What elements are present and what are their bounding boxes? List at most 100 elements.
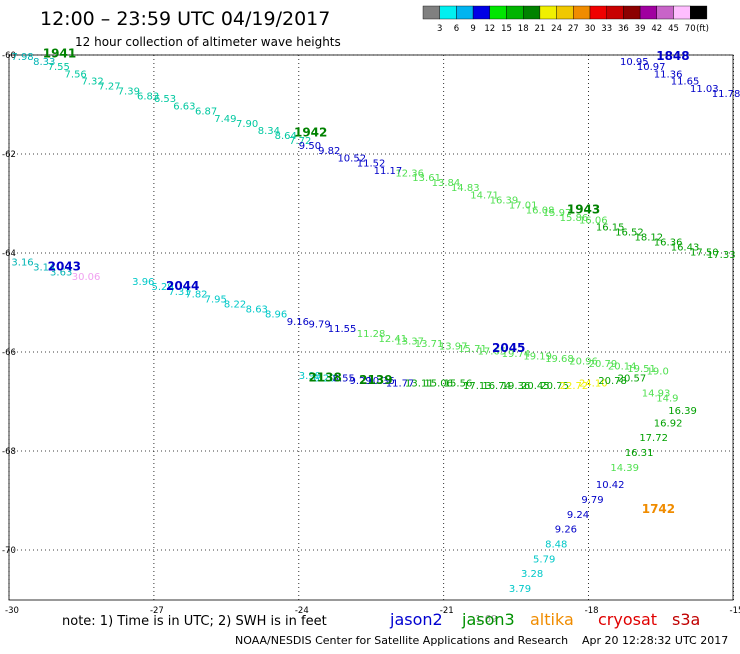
colorbar-swatch: [422, 5, 440, 20]
wave-height-label: 6.20: [313, 374, 335, 385]
wave-height-label: 11.55: [328, 324, 357, 335]
wave-height-label: 16.43: [671, 243, 700, 254]
wave-height-label: 7.32: [81, 77, 103, 88]
wave-height-label: 17.72: [639, 433, 668, 444]
wave-height-label: 3.96: [132, 277, 154, 288]
colorbar-label: 45: [668, 24, 679, 34]
wave-height-label: 9.29: [350, 376, 372, 387]
wave-height-label: 16.74: [482, 381, 511, 392]
pass-id-label: 1943: [567, 202, 600, 216]
wave-height-label: 20.75: [540, 381, 569, 392]
chart-subtitle: 12 hour collection of altimeter wave hei…: [75, 35, 341, 49]
wave-height-label: 11.77: [386, 379, 415, 390]
wave-height-label: 16.08: [526, 205, 555, 216]
wave-height-label: 19.36: [502, 381, 531, 392]
wave-height-label: 3.16: [11, 257, 33, 268]
wave-height-label: 20.79: [589, 359, 618, 370]
x-tick-label: -30: [5, 606, 19, 616]
colorbar-label: 6: [454, 24, 459, 34]
wave-height-label: 17.01: [509, 200, 538, 211]
colorbar-swatch: [523, 5, 541, 20]
wave-height-label: 3.63: [50, 267, 72, 278]
wave-height-label: 20.14: [608, 361, 637, 372]
wave-height-label: 7.27: [98, 82, 120, 93]
colorbar-label: 30: [585, 24, 596, 34]
colorbar-label: 27: [568, 24, 579, 34]
colorbar-swatch: [472, 5, 491, 20]
wave-height-label: 16.06: [579, 215, 608, 226]
wave-height-label: 6.83: [137, 92, 159, 103]
wave-height-label: 16.39: [490, 196, 519, 207]
legend-cryosat: cryosat: [598, 610, 657, 629]
wave-height-label: 8.34: [258, 126, 280, 137]
wave-height-label: 15.86: [560, 213, 589, 224]
wave-height-label: 16.52: [615, 228, 644, 239]
wave-height-label: 13.97: [439, 342, 468, 353]
colorbar-swatch: [539, 5, 557, 20]
wave-height-label: 14.83: [451, 183, 480, 194]
wave-height-label: 5.29: [151, 282, 173, 293]
pass-id-label: 2045: [492, 341, 525, 355]
wave-height-label: 13.71: [415, 339, 444, 350]
wave-height-label: 15.06: [424, 379, 453, 390]
wave-height-label: 6.87: [195, 106, 217, 117]
wave-height-label: 11.17: [374, 166, 403, 177]
colorbar-label: 39: [635, 24, 646, 34]
colorbar-swatch: [556, 5, 574, 20]
wave-height-label: 6.63: [173, 101, 195, 112]
wave-height-label: 8.33: [33, 57, 55, 68]
legend-s3a: s3a: [672, 610, 700, 629]
wave-height-label: 7.56: [65, 69, 87, 80]
wave-height-label: 14.9: [656, 394, 678, 405]
pass-id-label: 2139: [359, 373, 392, 387]
wave-height-label: 13.84: [432, 178, 461, 189]
wave-height-label: 12.36: [395, 168, 424, 179]
legend-jason2: jason2: [389, 610, 443, 629]
wave-height-label: 3.28: [521, 569, 543, 580]
colorbar-label: 12: [484, 24, 495, 34]
wave-height-label: 16.31: [625, 448, 654, 459]
wave-height-label: 19.51: [627, 364, 656, 375]
wave-height-label: 9.50: [299, 141, 321, 152]
wave-height-label: 9.79: [581, 495, 603, 506]
wave-height-label: 11.36: [654, 69, 683, 80]
colorbar-label: 42: [651, 24, 662, 34]
wave-height-label: 16.15: [596, 223, 625, 234]
wave-height-label: 16.92: [654, 418, 683, 429]
wave-height-label: 13.37: [395, 337, 424, 348]
pass-id-label: 2138: [308, 371, 341, 385]
wave-height-label: 15.97: [543, 208, 572, 219]
wave-height-label: 13.61: [412, 173, 441, 184]
colorbar-swatch: [489, 5, 507, 20]
colorbar-label: 36: [618, 24, 629, 34]
x-tick-label: -15: [730, 606, 740, 616]
colorbar-swatch: [506, 5, 524, 20]
wave-height-label: 9.82: [318, 146, 340, 157]
wave-height-label: 8.22: [224, 299, 246, 310]
wave-height-label: 19.19: [523, 351, 552, 362]
colorbar-swatch: [589, 5, 607, 20]
colorbar-swatch: [690, 5, 708, 20]
colorbar-swatch: [656, 5, 674, 20]
pass-id-label: 2044: [166, 279, 199, 293]
wave-height-label: 14.93: [642, 389, 671, 400]
wave-height-label: 24.10: [579, 379, 608, 390]
wave-height-label: 17.65: [478, 346, 507, 357]
x-tick-label: -24: [295, 606, 309, 616]
pass-id-label: 2043: [48, 259, 81, 273]
wave-height-label: 1.69: [475, 614, 497, 625]
wave-height-label: 11.78: [712, 89, 740, 100]
timestamp-text: Apr 20 12:28:32 UTC 2017: [582, 634, 728, 647]
pass-id-label: 1941: [43, 46, 76, 60]
wave-height-label: 9.26: [555, 525, 577, 536]
colorbar-swatch: [623, 5, 641, 20]
plot-frame: [8, 54, 734, 601]
wave-height-label: 7.55: [48, 62, 70, 73]
wave-height-label: 11.52: [357, 158, 386, 169]
wave-height-label: 3.14: [33, 262, 55, 273]
footer-note: note: 1) Time is in UTC; 2) SWH is in fe…: [62, 614, 327, 629]
wave-height-label: 5.79: [533, 554, 555, 565]
colorbar-swatch: [673, 5, 691, 20]
x-tick-label: -21: [440, 606, 454, 616]
